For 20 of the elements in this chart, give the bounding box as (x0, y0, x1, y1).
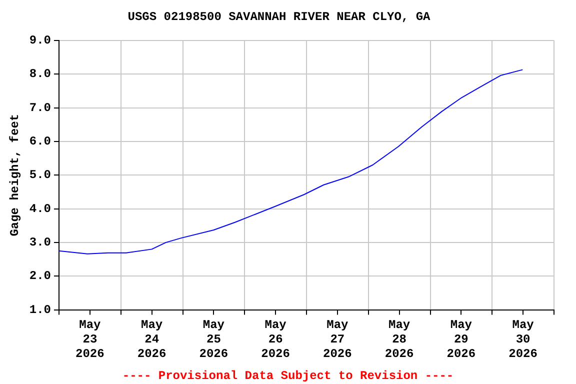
y-tick-label: 8.0 (29, 67, 52, 82)
y-tick-label: 5.0 (29, 168, 52, 182)
x-tick-label: May 27 2026 (323, 318, 352, 361)
x-tick-label: May 30 2026 (508, 318, 538, 361)
x-tick-label: May 23 2026 (76, 318, 104, 361)
y-tick-label: 7.0 (29, 100, 52, 115)
y-tick-label: 2.0 (29, 269, 52, 284)
x-tick-label: May 26 2026 (261, 318, 290, 361)
x-tick-label: May 28 2026 (384, 318, 414, 361)
y-tick-label: 6.0 (29, 134, 52, 148)
chart-title: USGS 02198500 SAVANNAH RIVER NEAR CLYO, GA (128, 10, 432, 24)
x-tick-label: May 29 2026 (446, 318, 476, 361)
y-tick-label: 9.0 (29, 33, 52, 48)
x-tick-label: May 24 2026 (137, 318, 166, 361)
x-tick-label: May 25 2026 (199, 318, 228, 361)
y-tick-label: 4.0 (29, 202, 52, 216)
text: ---- Provisional Data Subject to Revision ---- (122, 369, 454, 383)
y-axis-title: Gage height, feet (8, 114, 22, 236)
y-tick-label: 1.0 (29, 302, 52, 317)
y-tick-label: 3.0 (29, 235, 52, 250)
